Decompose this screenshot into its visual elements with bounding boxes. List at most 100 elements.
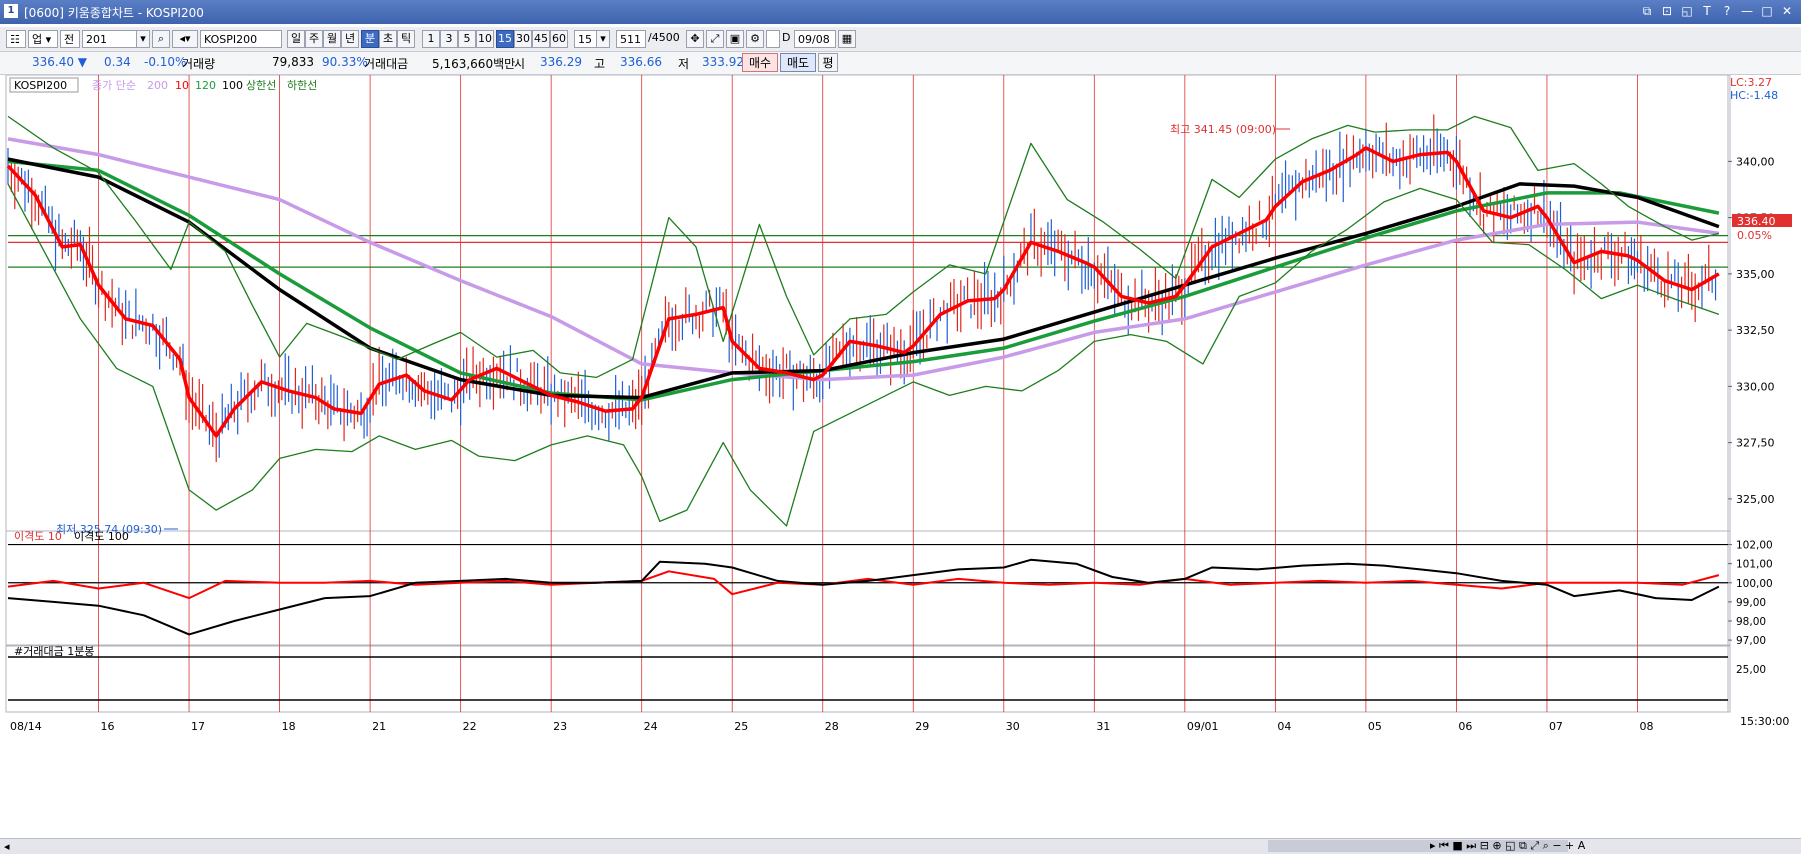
- interval-dropdown-icon[interactable]: ▾: [596, 30, 610, 48]
- restore-layout-icon[interactable]: ◱: [1681, 4, 1693, 18]
- help-icon[interactable]: ?: [1723, 4, 1731, 18]
- period-year-button[interactable]: 년: [341, 30, 359, 48]
- symbol-name-field: KOSPI200: [200, 30, 282, 48]
- x-tick-label: 21: [372, 720, 386, 733]
- period-tick-button[interactable]: 틱: [397, 30, 415, 48]
- app-number-badge: 1: [4, 4, 18, 18]
- market-select[interactable]: 업 ▾: [28, 30, 58, 48]
- amount-panel-frame: [5, 644, 1731, 713]
- high-value: 336.66: [620, 55, 662, 69]
- interval-45-button[interactable]: 45: [532, 30, 550, 48]
- price-tick-label: 330,00: [1736, 380, 1775, 393]
- interval-60-button[interactable]: 60: [550, 30, 568, 48]
- scroll-left-icon[interactable]: ◂: [4, 840, 10, 853]
- chart-area[interactable]: 08/14 16 17 18 21 22 23 24 25 28 29 30 31 09/01 04 05 06…: [0, 74, 1801, 840]
- split-window-icon[interactable]: ⊡: [1661, 4, 1673, 18]
- legend-ma100: 100: [222, 79, 243, 92]
- grid-menu-icon[interactable]: ☷: [6, 30, 26, 48]
- date-input[interactable]: 09/08: [794, 30, 836, 48]
- period-day-button[interactable]: 일: [287, 30, 305, 48]
- close-button[interactable]: ✕: [1781, 4, 1793, 18]
- x-tick-label: 09/01: [1187, 720, 1219, 733]
- interval-5-button[interactable]: 5: [458, 30, 476, 48]
- interval-15-button[interactable]: 15: [496, 30, 514, 48]
- trend-tool-icon[interactable]: ⤢: [706, 30, 724, 48]
- current-price-tag-text: 336.40: [1737, 215, 1776, 228]
- minimize-button[interactable]: —: [1741, 4, 1753, 18]
- interval-3-button[interactable]: 3: [440, 30, 458, 48]
- disparity-tick-label: 99,00: [1736, 597, 1766, 609]
- legend-symbol: KOSPI200: [14, 79, 67, 92]
- period-minute-button[interactable]: 분: [361, 30, 379, 48]
- eval-button[interactable]: 평: [818, 53, 838, 72]
- code-select[interactable]: 201: [82, 30, 148, 48]
- x-tick-label: 23: [553, 720, 567, 733]
- legend-upper-band: 상한선: [246, 79, 276, 92]
- prev-button[interactable]: 전: [60, 30, 80, 48]
- disparity-tick-label: 97,00: [1736, 635, 1766, 647]
- amount-panel: [8, 656, 1728, 701]
- high-annotation: 최고 341.45 (09:00): [1170, 123, 1276, 136]
- scroll-nav-icons[interactable]: ▸ ⏮ ■ ⏭ ⊟ ⊕ ◱ ⧉ ⤢ ⌕ − + A: [1430, 839, 1586, 852]
- series-line-상한선: [7, 115, 1720, 379]
- save-icon[interactable]: ▣: [726, 30, 744, 48]
- legend-ma120: 120: [195, 79, 216, 92]
- low-annotation: 최저 325.74 (09:30): [56, 523, 162, 536]
- disparity-panel-frame: [5, 530, 1731, 647]
- x-tick-label: 08: [1639, 720, 1653, 733]
- maximize-button[interactable]: □: [1761, 4, 1773, 18]
- interval-10-button[interactable]: 10: [476, 30, 494, 48]
- chart-scrollbar[interactable]: ◂ ▸ ⏮ ■ ⏭ ⊟ ⊕ ◱ ⧉ ⤢ ⌕ − + A: [0, 838, 1801, 854]
- crosshair-icon[interactable]: ✥: [686, 30, 704, 48]
- font-icon[interactable]: T: [1703, 4, 1711, 18]
- chart-svg[interactable]: 08/14 16 17 18 21 22 23 24 25 28 29 30 31 09/01 04 05 06…: [0, 74, 1801, 840]
- axis-layer: 08/14 16 17 18 21 22 23 24 25 28 29 30 31 09/01 04 05 06…: [10, 155, 1775, 733]
- calendar-icon[interactable]: ▦: [838, 30, 856, 48]
- amount-value: 5,163,660백만: [432, 57, 516, 71]
- period-month-button[interactable]: 월: [323, 30, 341, 48]
- x-tick-label: 07: [1549, 720, 1563, 733]
- current-pct-text: 0.05%: [1737, 229, 1772, 242]
- x-tick-label: 06: [1458, 720, 1472, 733]
- disparity-tick-label: 100,00: [1736, 578, 1773, 590]
- sell-button[interactable]: 매도: [780, 53, 816, 72]
- price-tick-label: 327,50: [1736, 437, 1775, 450]
- period-week-button[interactable]: 주: [305, 30, 323, 48]
- volume-label: 거래량: [182, 57, 216, 71]
- current-price-tag: [1732, 214, 1792, 227]
- disparity100-legend: 이격도 100: [74, 530, 129, 543]
- interval-1-button[interactable]: 1: [422, 30, 440, 48]
- volume-pct: 90.33%: [322, 55, 368, 69]
- period-second-button[interactable]: 초: [379, 30, 397, 48]
- speaker-icon[interactable]: ◂▾: [172, 30, 198, 48]
- count-input[interactable]: 511: [616, 30, 646, 48]
- link-window-icon[interactable]: ⧉: [1642, 4, 1652, 18]
- scroll-thumb[interactable]: [1268, 840, 1568, 852]
- legend-lower-band: 하한선: [287, 78, 317, 92]
- interval-30-button[interactable]: 30: [514, 30, 532, 48]
- date-checkbox[interactable]: [766, 30, 780, 48]
- disparity-tick-label: 101,00: [1736, 559, 1773, 571]
- x-tick-label: 29: [915, 720, 929, 733]
- code-dropdown-icon[interactable]: ▾: [136, 30, 150, 48]
- price-tick-label: 340,00: [1736, 155, 1775, 168]
- x-tick-label: 04: [1277, 720, 1291, 733]
- low-value: 333.92: [702, 55, 744, 69]
- disparity-line: [7, 558, 1720, 636]
- settings-gear-icon[interactable]: ⚙: [746, 30, 764, 48]
- window-titlebar: 1 [0600] 키움종합차트 - KOSPI200 ⧉ ⊡ ◱ T ? — □…: [0, 0, 1801, 24]
- candles: [7, 114, 1717, 463]
- price-tick-label: 335,00: [1736, 268, 1775, 281]
- x-tick-label: 18: [282, 720, 296, 733]
- amount-tick-label: 25,00: [1736, 664, 1766, 676]
- market-select-value: 업: [32, 33, 43, 46]
- buy-button[interactable]: 매수: [742, 53, 778, 72]
- count-max: /4500: [648, 31, 680, 44]
- disparity-tick-label: 102,00: [1736, 540, 1773, 552]
- current-price: 336.40 ▼: [32, 55, 88, 69]
- dropdown-arrow-icon: ▾: [45, 33, 52, 46]
- reference-lines: [8, 235, 1728, 268]
- search-icon[interactable]: ⌕: [152, 30, 170, 48]
- price-tick-label: 325,00: [1736, 493, 1775, 506]
- amount-panel-legend: #거래대금 1분봉: [14, 645, 94, 658]
